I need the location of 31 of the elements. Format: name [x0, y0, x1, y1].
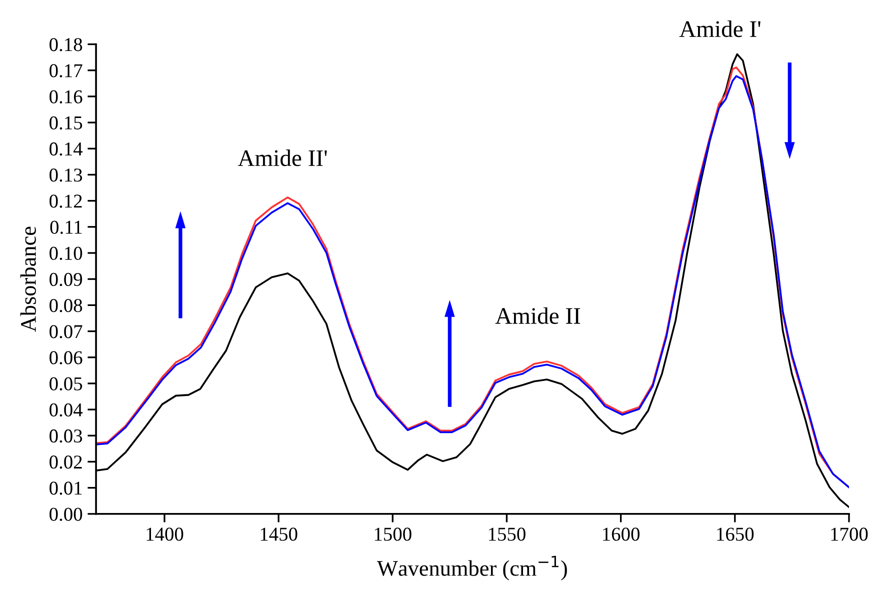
- y-tick-label: 0.02: [50, 456, 82, 469]
- y-tick-label: 0.04: [50, 403, 83, 417]
- y-tick-label: 0.09: [50, 272, 82, 286]
- y-tick-label: 0.05: [50, 377, 82, 390]
- y-axis-title: Absorbance: [20, 226, 36, 332]
- y-tick-label: 0.16: [50, 90, 82, 104]
- y-tick-label: 0.06: [50, 351, 82, 364]
- y-tick-label: 0.03: [50, 429, 82, 443]
- y-tick-label: 0.10: [50, 246, 82, 260]
- y-tick-label: 0.12: [50, 194, 82, 208]
- y-tick-label: 0.17: [50, 64, 82, 78]
- annotation: Amide II': [238, 150, 327, 166]
- y-tick-label: 0.11: [50, 220, 82, 234]
- y-tick-label: 0.15: [50, 116, 82, 130]
- x-tick-label: 1450: [260, 528, 298, 541]
- y-tick-label: 0.00: [50, 508, 82, 521]
- x-tick-label: 1500: [374, 528, 412, 541]
- y-tick-label: 0.08: [50, 298, 82, 312]
- y-tick-label: 0.18: [50, 38, 82, 52]
- text: Amide I': [679, 20, 760, 38]
- x-tick-label: 1600: [603, 528, 640, 541]
- y-tick-label: 0.13: [50, 168, 82, 182]
- x-tick-label: 1650: [717, 528, 754, 541]
- annotation: Amide II: [495, 307, 580, 324]
- y-tick-label: 0.07: [50, 325, 82, 338]
- x-tick-label: 1700: [831, 528, 868, 541]
- y-tick-label: 0.14: [50, 142, 83, 156]
- x-axis-title: Wavenumber (cm$^{−1}$): [376, 556, 567, 580]
- x-tick-label: 1400: [146, 528, 184, 541]
- x-tick-label: 1550: [489, 528, 526, 541]
- y-tick-label: 0.01: [50, 482, 82, 495]
